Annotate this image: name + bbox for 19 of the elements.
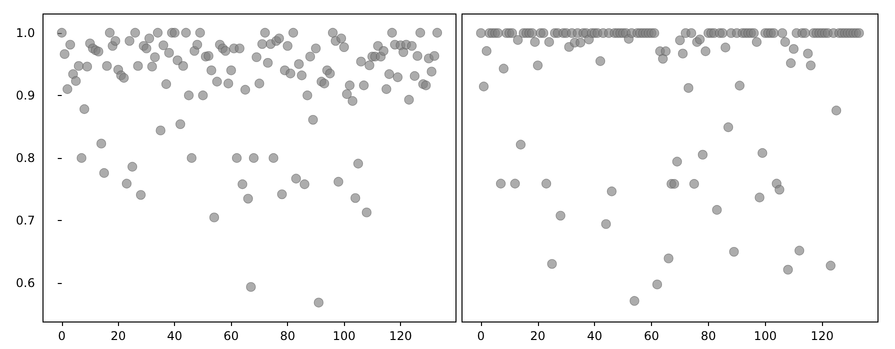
x-tick-label: 80	[700, 329, 716, 343]
x-tick-label: 0	[477, 329, 485, 343]
x-tick-label: 0	[58, 329, 66, 343]
x-tick-label: 120	[810, 329, 834, 343]
y-tick-label: 0.6	[16, 276, 35, 290]
x-tick-label: 20	[110, 329, 126, 343]
y-tick-label: 0.7	[16, 214, 35, 228]
y-tick-label: 0.8	[16, 150, 35, 165]
x-tick-label: 40	[587, 329, 602, 343]
x-tick-label: 100	[332, 329, 356, 343]
x-tick-label: 100	[754, 329, 777, 343]
x-tick-label: 60	[644, 329, 660, 343]
x-tick-label: 80	[280, 329, 296, 343]
x-tick-label: 120	[389, 329, 412, 343]
y-tick-label: 1.0	[16, 26, 35, 40]
x-tick-label: 20	[530, 329, 546, 343]
x-tick-label: 60	[224, 329, 239, 343]
y-tick-label: 0.9	[16, 88, 35, 102]
x-tick-label: 40	[167, 329, 182, 343]
